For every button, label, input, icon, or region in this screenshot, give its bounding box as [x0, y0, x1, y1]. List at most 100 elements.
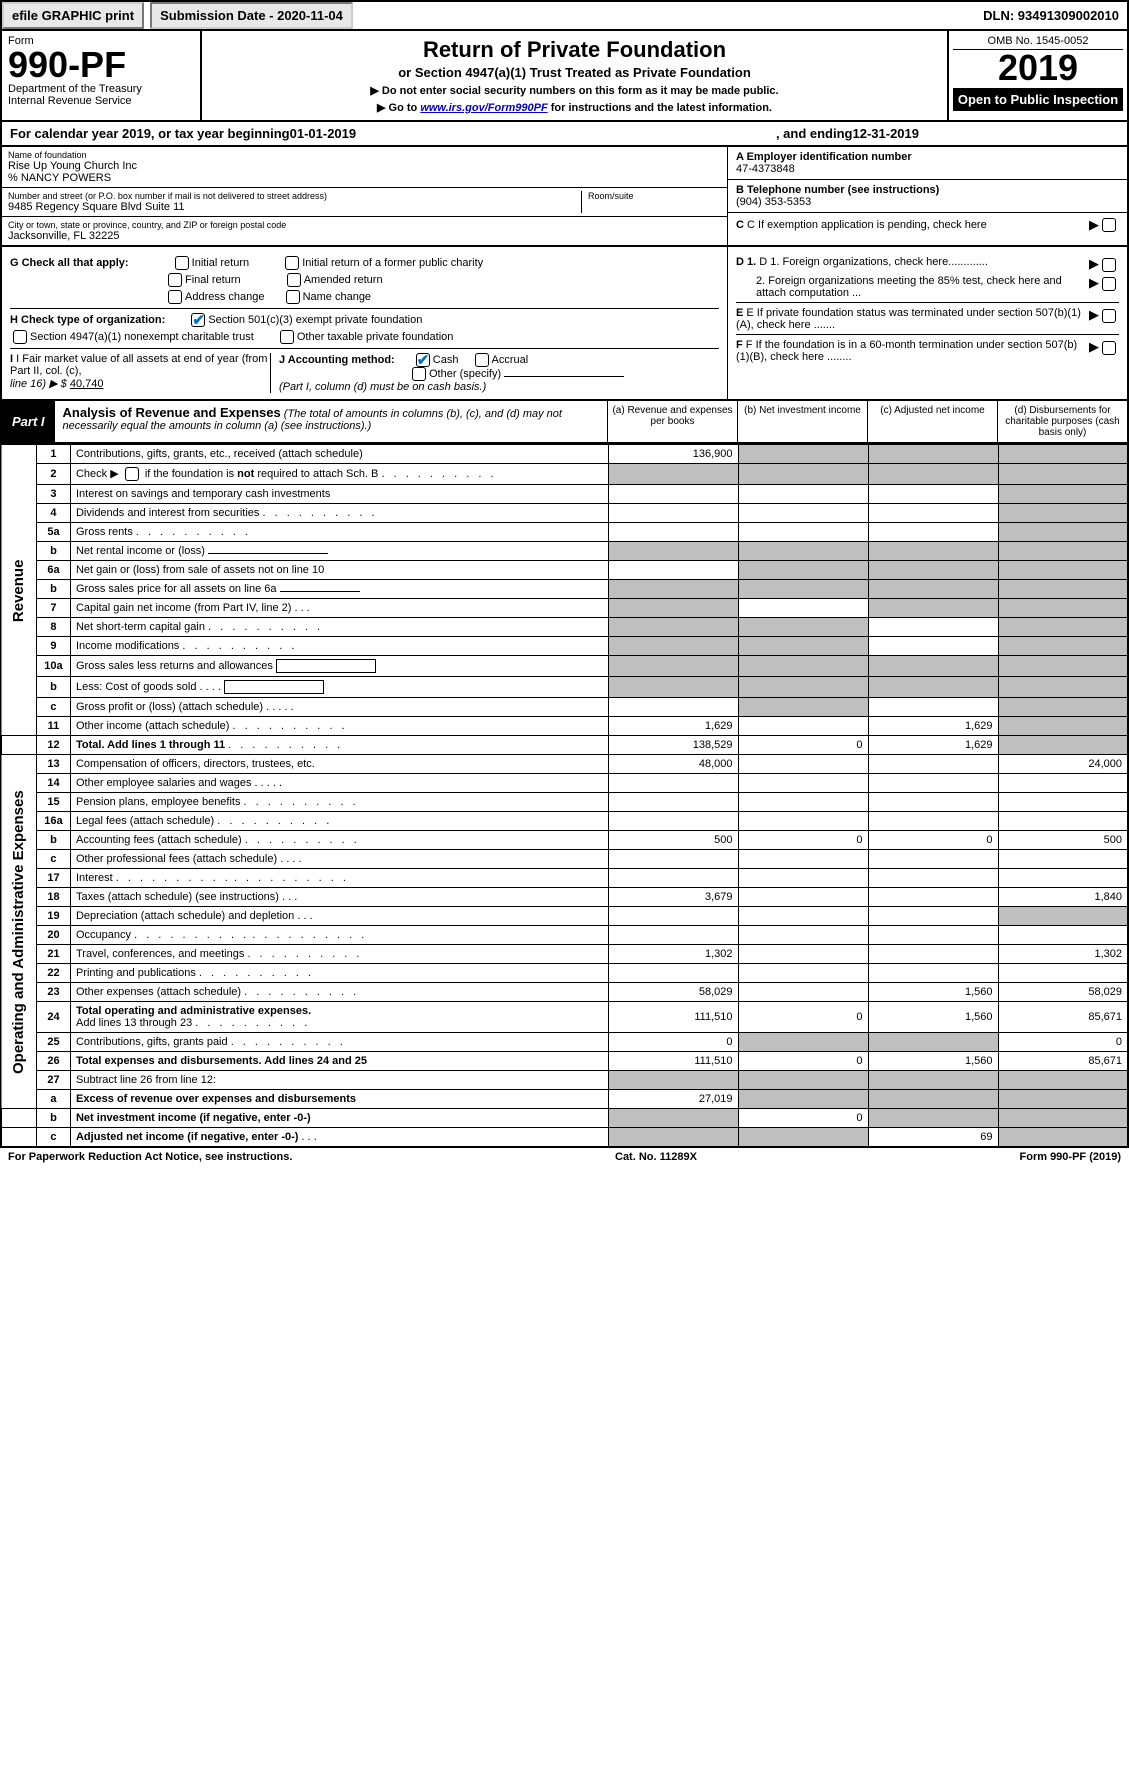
g-former-public-checkbox[interactable] [285, 256, 299, 270]
j-other-checkbox[interactable] [412, 367, 426, 381]
ein-value: 47-4373848 [736, 163, 1119, 175]
h-501c3-checkbox[interactable] [191, 313, 205, 327]
check-section: G Check all that apply: Initial return I… [0, 247, 1129, 401]
cell-c [868, 677, 998, 698]
table-row: bAccounting fees (attach schedule) 50000… [1, 831, 1128, 850]
check-right: D 1. D 1. Foreign organizations, check h… [727, 247, 1127, 399]
row-num: c [36, 698, 70, 717]
d2-text: 2. Foreign organizations meeting the 85%… [736, 275, 1089, 299]
table-row: 27Subtract line 26 from line 12: [1, 1071, 1128, 1090]
table-row: 22Printing and publications [1, 964, 1128, 983]
foundation-name: Rise Up Young Church Inc [8, 160, 721, 172]
row-num: c [36, 1128, 70, 1148]
j-cash-checkbox[interactable] [416, 353, 430, 367]
table-row: bNet investment income (if negative, ent… [1, 1109, 1128, 1128]
g-opt-1: Initial return of a former public charit… [302, 257, 483, 269]
cell-d: 1,840 [998, 888, 1128, 907]
cell-c [868, 869, 998, 888]
arrow-icon: ▶ [1089, 307, 1099, 322]
d2-checkbox[interactable] [1102, 277, 1116, 291]
row-num: 23 [36, 983, 70, 1002]
cell-d [998, 736, 1128, 755]
row-desc: Net gain or (loss) from sale of assets n… [70, 561, 608, 580]
cell-a [608, 677, 738, 698]
d1-text: D 1. Foreign organizations, check here..… [759, 256, 988, 268]
cell-b: 0 [738, 1052, 868, 1071]
table-row: 10aGross sales less returns and allowanc… [1, 656, 1128, 677]
f-checkbox[interactable] [1102, 341, 1116, 355]
cell-a [608, 698, 738, 717]
col-b-header: (b) Net investment income [737, 401, 867, 442]
dept-label: Department of the Treasury [8, 83, 194, 95]
g-amended-checkbox[interactable] [287, 273, 301, 287]
d1-checkbox[interactable] [1102, 258, 1116, 272]
row-num: 10a [36, 656, 70, 677]
table-row: 18Taxes (attach schedule) (see instructi… [1, 888, 1128, 907]
j-accrual-checkbox[interactable] [475, 353, 489, 367]
calyear-mid: , and ending [776, 126, 853, 141]
table-row: 23Other expenses (attach schedule) 58,02… [1, 983, 1128, 1002]
cell-d [998, 523, 1128, 542]
top-bar: efile GRAPHIC print Submission Date - 20… [0, 0, 1129, 31]
cell-b [738, 774, 868, 793]
cell-d [998, 964, 1128, 983]
check-left: G Check all that apply: Initial return I… [2, 247, 727, 399]
expenses-vert-label: Operating and Administrative Expenses [1, 755, 36, 1109]
row-desc: Check ▶ if the foundation is not require… [70, 464, 608, 485]
row-num: a [36, 1090, 70, 1109]
row-desc: Interest on savings and temporary cash i… [70, 485, 608, 504]
cell-c [868, 907, 998, 926]
table-row: 25Contributions, gifts, grants paid 00 [1, 1033, 1128, 1052]
row-desc: Interest [70, 869, 608, 888]
j-cash: Cash [433, 354, 459, 366]
page-footer: For Paperwork Reduction Act Notice, see … [0, 1148, 1129, 1166]
h-row-2: Section 4947(a)(1) nonexempt charitable … [10, 330, 719, 344]
table-row: 11Other income (attach schedule) 1,6291,… [1, 717, 1128, 736]
cell-b [738, 618, 868, 637]
cell-c [868, 445, 998, 464]
j-other: Other (specify) [429, 368, 501, 380]
calyear-end: 12-31-2019 [853, 126, 920, 141]
g-address-change-checkbox[interactable] [168, 290, 182, 304]
row-num: 2 [36, 464, 70, 485]
g-initial-return-checkbox[interactable] [175, 256, 189, 270]
h-other-taxable-checkbox[interactable] [280, 330, 294, 344]
calendar-year-row: For calendar year 2019, or tax year begi… [0, 122, 1129, 147]
efile-print-button[interactable]: efile GRAPHIC print [2, 2, 144, 29]
cell-a [608, 464, 738, 485]
sch-b-checkbox[interactable] [125, 467, 139, 481]
e-checkbox[interactable] [1102, 309, 1116, 323]
i-block: I I Fair market value of all assets at e… [10, 353, 270, 393]
c-checkbox[interactable] [1102, 218, 1116, 232]
g-final-return-checkbox[interactable] [168, 273, 182, 287]
cell-d [998, 1071, 1128, 1090]
cell-a [608, 561, 738, 580]
cell-d [998, 445, 1128, 464]
cell-b [738, 717, 868, 736]
g-name-change-checkbox[interactable] [286, 290, 300, 304]
table-row: 2 Check ▶ if the foundation is not requi… [1, 464, 1128, 485]
table-row: 26Total expenses and disbursements. Add … [1, 1052, 1128, 1071]
cell-b [738, 637, 868, 656]
h-4947-checkbox[interactable] [13, 330, 27, 344]
row-num: 26 [36, 1052, 70, 1071]
row-num: b [36, 580, 70, 599]
row-num: 11 [36, 717, 70, 736]
cell-d [998, 850, 1128, 869]
row-num: b [36, 542, 70, 561]
cell-a [608, 907, 738, 926]
cell-c [868, 812, 998, 831]
cell-b [738, 1071, 868, 1090]
part1-title: Analysis of Revenue and Expenses [63, 405, 281, 420]
cell-d [998, 677, 1128, 698]
table-row: Operating and Administrative Expenses 13… [1, 755, 1128, 774]
irs-link[interactable]: www.irs.gov/Form990PF [420, 102, 547, 114]
row-num: 4 [36, 504, 70, 523]
cell-c: 1,629 [868, 736, 998, 755]
cell-b [738, 793, 868, 812]
form-header: Form 990-PF Department of the Treasury I… [0, 31, 1129, 122]
cell-b: 0 [738, 831, 868, 850]
cell-d: 85,671 [998, 1052, 1128, 1071]
row-desc: Less: Cost of goods sold . . . . [70, 677, 608, 698]
cell-b [738, 580, 868, 599]
